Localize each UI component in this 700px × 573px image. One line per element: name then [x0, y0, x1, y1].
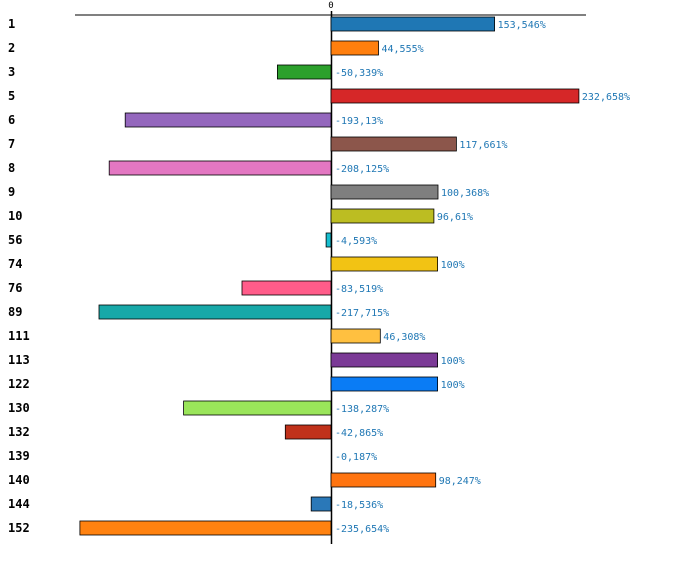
- bar: [330, 136, 457, 152]
- category-label: 56: [8, 233, 22, 247]
- bar: [330, 88, 580, 104]
- value-label: 46,308%: [383, 332, 425, 343]
- bar: [330, 184, 439, 200]
- bar: [310, 496, 332, 512]
- bar: [330, 328, 381, 344]
- value-label: -0,187%: [335, 452, 377, 463]
- value-label: 100%: [441, 356, 465, 367]
- category-label: 5: [8, 89, 15, 103]
- category-label: 3: [8, 65, 15, 79]
- bar: [330, 472, 437, 488]
- value-label: 44,555%: [382, 44, 424, 55]
- category-label: 9: [8, 185, 15, 199]
- value-label: -217,715%: [335, 308, 389, 319]
- value-label: -193,13%: [335, 116, 383, 127]
- value-label: -42,865%: [335, 428, 383, 439]
- value-label: 153,546%: [498, 20, 546, 31]
- value-label: 100%: [441, 260, 465, 271]
- bar: [330, 352, 438, 368]
- category-label: 130: [8, 401, 30, 415]
- bar: [330, 208, 435, 224]
- value-label: 96,61%: [437, 212, 473, 223]
- category-label: 152: [8, 521, 30, 535]
- category-label: 89: [8, 305, 22, 319]
- bar: [330, 256, 438, 272]
- bar: [284, 424, 332, 440]
- value-label: -4,593%: [335, 236, 377, 247]
- value-label: -208,125%: [335, 164, 389, 175]
- category-label: 139: [8, 449, 30, 463]
- bar: [330, 376, 438, 392]
- category-label: 7: [8, 137, 15, 151]
- bar: [124, 112, 332, 128]
- bars-group: 1 153,546% 2 44,555% 3 -50,339% 5 232,658% 6 -193…: [8, 16, 630, 536]
- category-label: 113: [8, 353, 30, 367]
- value-label: 98,247%: [439, 476, 481, 487]
- category-label: 74: [8, 257, 22, 271]
- value-label: 232,658%: [582, 92, 630, 103]
- zero-tick-label: 0: [328, 1, 333, 11]
- bar: [330, 40, 379, 56]
- value-label: -83,519%: [335, 284, 383, 295]
- value-label: 117,661%: [459, 140, 507, 151]
- category-label: 122: [8, 377, 30, 391]
- bar: [241, 280, 332, 296]
- bar: [325, 232, 332, 248]
- value-label: -138,287%: [335, 404, 389, 415]
- category-label: 10: [8, 209, 22, 223]
- category-label: 76: [8, 281, 22, 295]
- value-label: -50,339%: [335, 68, 383, 79]
- category-label: 8: [8, 161, 15, 175]
- value-label: -18,536%: [335, 500, 383, 511]
- bar: [330, 16, 496, 32]
- category-label: 6: [8, 113, 15, 127]
- bar: [98, 304, 332, 320]
- category-label: 111: [8, 329, 30, 343]
- category-label: 132: [8, 425, 30, 439]
- category-label: 2: [8, 41, 15, 55]
- bar: [79, 520, 332, 536]
- category-label: 144: [8, 497, 30, 511]
- bar: [276, 64, 332, 80]
- bar: [183, 400, 332, 416]
- value-label: 100%: [441, 380, 465, 391]
- value-label: 100,368%: [441, 188, 489, 199]
- category-label: 1: [8, 17, 15, 31]
- value-label: -235,654%: [335, 524, 389, 535]
- bar: [108, 160, 332, 176]
- category-label: 140: [8, 473, 30, 487]
